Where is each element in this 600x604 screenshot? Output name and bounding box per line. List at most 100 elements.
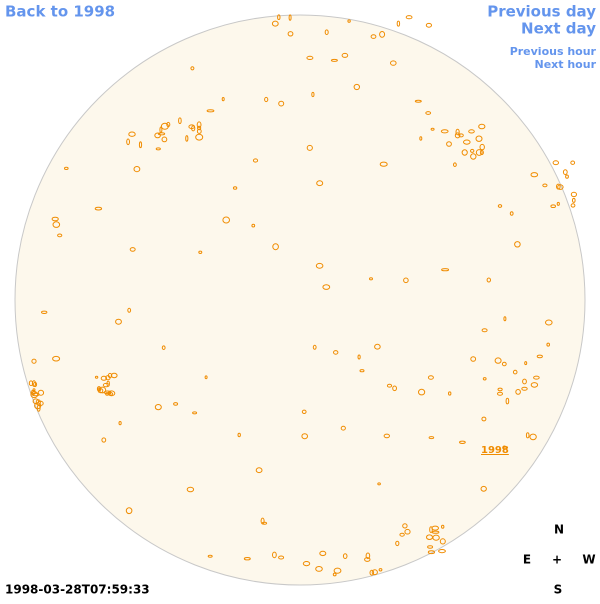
contour <box>192 411 198 415</box>
contour <box>515 389 521 395</box>
contour <box>468 129 475 134</box>
contour <box>494 357 502 364</box>
next-day-link[interactable]: Next day <box>521 20 596 38</box>
contour <box>370 34 377 39</box>
contour <box>546 342 551 347</box>
contour <box>126 138 131 146</box>
contour <box>514 241 521 248</box>
contour <box>306 55 314 61</box>
contour <box>287 31 294 37</box>
contour <box>204 375 208 380</box>
contour <box>312 344 317 350</box>
contour <box>425 111 432 115</box>
year-link[interactable]: 1998 <box>481 445 509 456</box>
contour <box>379 31 386 38</box>
contour <box>255 467 263 474</box>
contour <box>195 133 204 141</box>
contour <box>277 14 281 21</box>
compass-west: W <box>582 553 595 567</box>
contour <box>550 204 557 208</box>
contour <box>271 20 279 27</box>
contour <box>429 526 433 533</box>
contour <box>475 149 483 156</box>
contour <box>562 169 568 176</box>
contour <box>52 221 61 228</box>
contour <box>243 557 251 561</box>
compass-south: S <box>554 583 563 597</box>
contour <box>522 378 527 385</box>
contour <box>379 161 388 167</box>
contour <box>458 133 464 138</box>
contour <box>525 432 530 439</box>
contour <box>404 528 411 535</box>
contour <box>316 180 324 187</box>
contour <box>347 19 351 23</box>
contour <box>118 421 122 426</box>
contour <box>57 233 63 238</box>
contour <box>383 433 390 439</box>
contour <box>31 358 37 364</box>
contour <box>439 538 446 545</box>
contour <box>419 136 423 141</box>
contour <box>570 203 576 208</box>
contour <box>455 128 460 136</box>
contour <box>186 486 195 493</box>
contour <box>432 534 440 541</box>
contour <box>155 147 161 151</box>
contour <box>374 343 381 350</box>
contour <box>512 369 518 375</box>
contour <box>470 153 477 160</box>
back-link[interactable]: Back to 1998 <box>5 3 115 21</box>
contour <box>94 375 99 379</box>
previous-hour-link[interactable]: Previous hour <box>510 45 597 58</box>
contour <box>463 139 471 145</box>
contour <box>100 375 108 381</box>
contour <box>521 386 528 391</box>
contour <box>570 160 576 165</box>
contour <box>446 141 452 147</box>
contour <box>556 201 560 206</box>
contour <box>264 96 269 103</box>
contour <box>479 143 485 151</box>
previous-day-link[interactable]: Previous day <box>487 3 596 21</box>
contour <box>414 99 422 103</box>
contour <box>341 52 349 58</box>
contour <box>353 83 360 91</box>
contour <box>185 135 189 142</box>
contour <box>427 550 435 555</box>
contour <box>428 436 435 440</box>
contour <box>377 482 381 486</box>
contour <box>94 206 103 211</box>
contour <box>509 211 514 216</box>
contour <box>402 523 408 529</box>
contour <box>390 60 397 66</box>
contour <box>552 160 559 166</box>
contour <box>272 551 277 559</box>
next-hour-link[interactable]: Next hour <box>535 58 597 71</box>
contour <box>364 557 371 562</box>
contour <box>252 158 259 163</box>
timestamp: 1998-03-28T07:59:33 <box>5 583 150 597</box>
contour <box>128 131 136 137</box>
contour <box>371 569 378 576</box>
contour <box>41 310 48 314</box>
contour <box>378 568 383 572</box>
contour <box>369 277 373 281</box>
contour <box>427 545 434 549</box>
contour <box>315 566 323 572</box>
contour <box>52 355 61 362</box>
contour <box>480 485 487 492</box>
contour <box>197 125 202 131</box>
contour <box>453 162 457 167</box>
contour <box>503 316 507 322</box>
contour <box>161 136 168 143</box>
contour <box>542 183 548 188</box>
contour <box>157 132 166 136</box>
contour <box>324 29 329 36</box>
contour <box>188 124 195 129</box>
contour <box>196 121 202 128</box>
contour <box>497 391 503 396</box>
contour <box>403 277 409 284</box>
